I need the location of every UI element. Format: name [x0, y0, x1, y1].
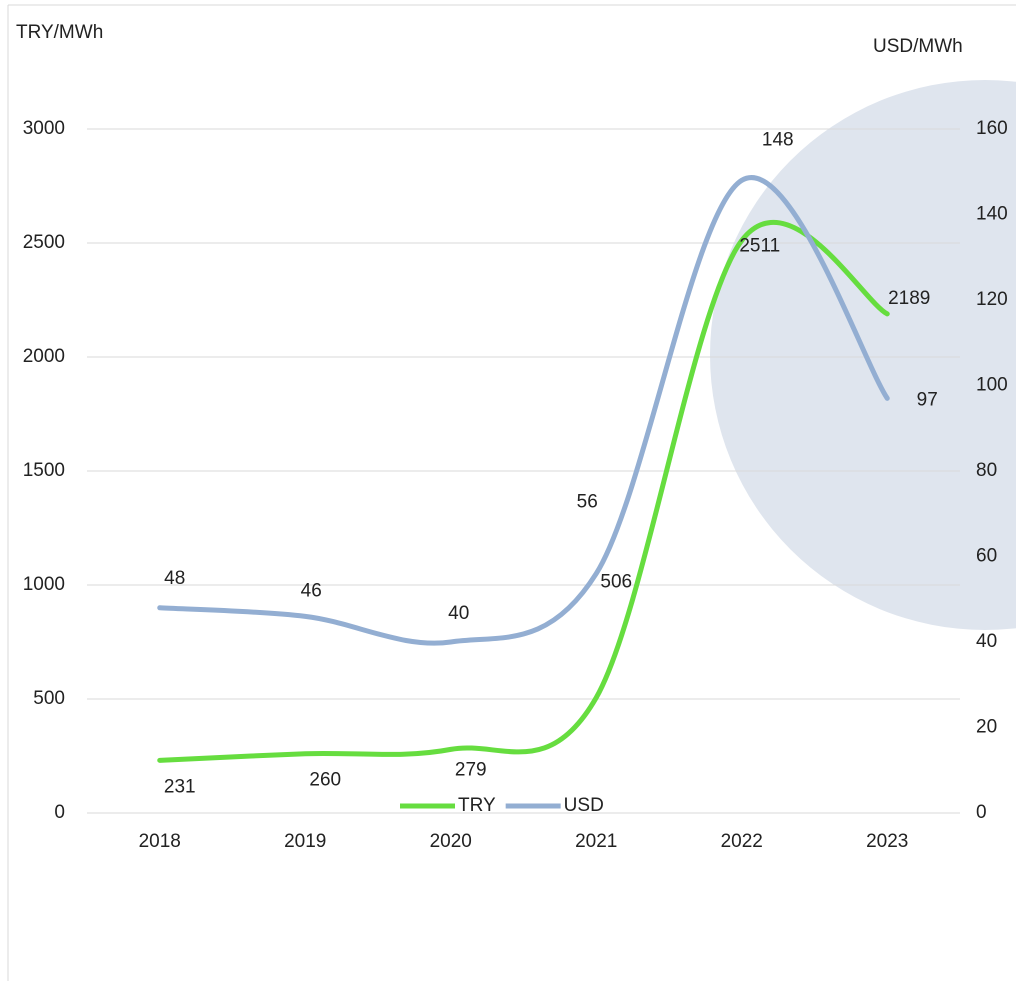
data-label: 279: [455, 759, 487, 780]
y2-tick-label: 140: [976, 204, 1008, 225]
x-tick-label: 2023: [866, 831, 908, 852]
x-tick-label: 2018: [139, 831, 181, 852]
data-label: 40: [448, 603, 469, 624]
data-label: 56: [577, 492, 598, 513]
y2-tick-label: 80: [976, 460, 997, 481]
y2-tick-label: 120: [976, 289, 1008, 310]
x-tick-label: 2022: [721, 831, 763, 852]
line: [157, 175, 890, 646]
data-label: 148: [762, 129, 794, 150]
data-label: 506: [600, 572, 632, 593]
line: [157, 219, 890, 763]
data-label: 2511: [739, 236, 780, 257]
y-tick-label: 0: [54, 802, 65, 823]
y2-tick-label: 60: [976, 546, 997, 567]
y-tick-label: 2000: [23, 346, 65, 367]
y2-tick-label: 160: [976, 118, 1008, 139]
legend-label: TRY: [458, 795, 496, 816]
data-label: 231: [164, 776, 196, 797]
y2-tick-label: 20: [976, 717, 997, 738]
y2-axis-title: USD/MWh: [873, 36, 963, 57]
data-label: 97: [917, 389, 938, 410]
x-tick-label: 2021: [575, 831, 617, 852]
data-label: 260: [309, 770, 341, 791]
y2-tick-label: 0: [976, 802, 987, 823]
legend-label: USD: [564, 795, 604, 816]
x-tick-label: 2020: [430, 831, 472, 852]
y-tick-label: 500: [33, 688, 65, 709]
data-label: 46: [301, 580, 322, 601]
y-tick-label: 1000: [23, 574, 65, 595]
data-label: 2189: [888, 288, 930, 309]
x-tick-label: 2019: [284, 831, 326, 852]
y-axis-title: TRY/MWh: [16, 22, 103, 43]
y2-tick-label: 40: [976, 631, 997, 652]
y2-tick-label: 100: [976, 375, 1008, 396]
y-tick-label: 1500: [23, 460, 65, 481]
y-tick-label: 2500: [23, 232, 65, 253]
y-tick-label: 3000: [23, 118, 65, 139]
background-cover: [0, 0, 1016, 60]
data-label: 48: [164, 568, 185, 589]
